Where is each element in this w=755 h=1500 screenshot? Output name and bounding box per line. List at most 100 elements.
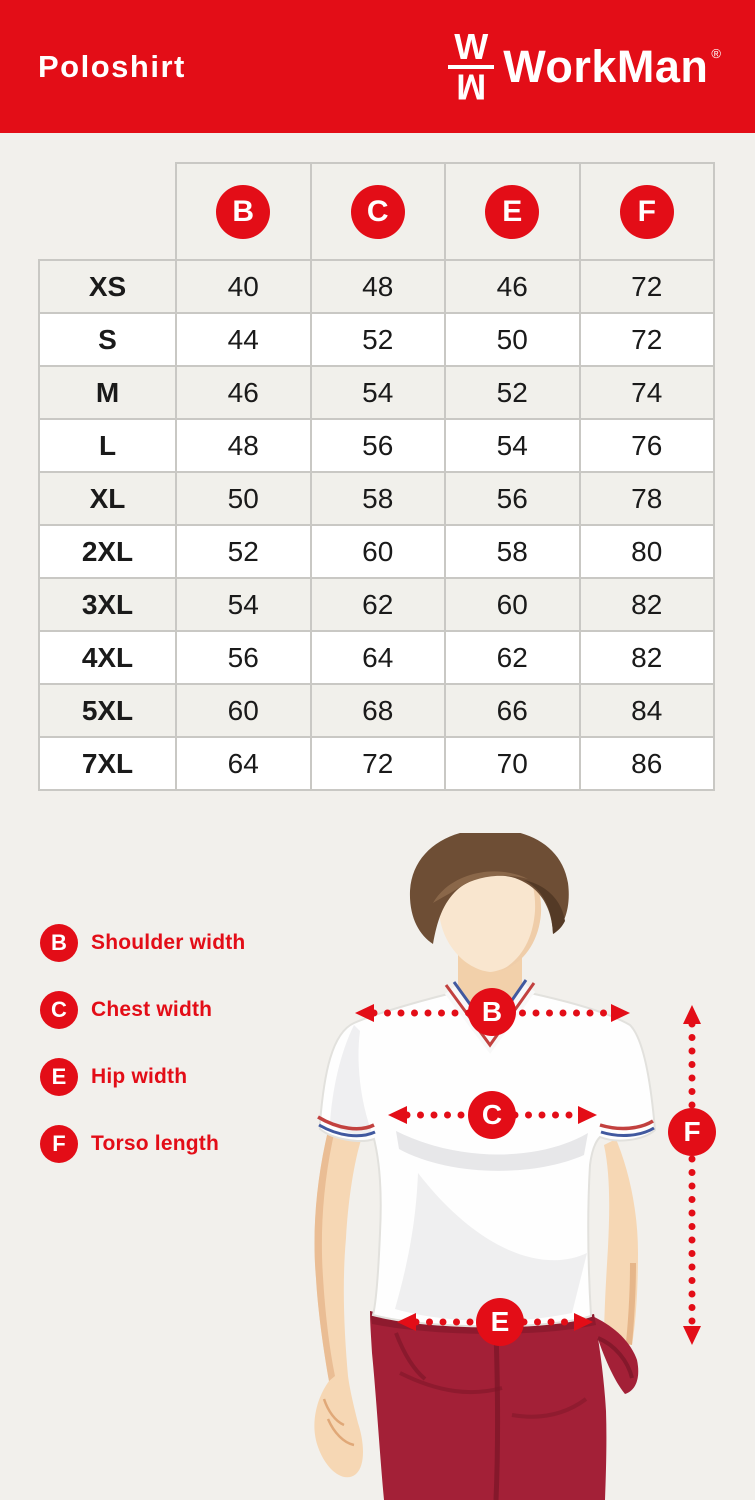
left-arm xyxy=(314,1131,363,1478)
header-spacer-cell xyxy=(39,163,176,260)
size-value: 68 xyxy=(309,683,446,738)
size-label: 5XL xyxy=(38,683,177,738)
table-row: S 44 52 50 72 xyxy=(38,312,715,367)
size-value: 76 xyxy=(578,418,715,473)
size-label: S xyxy=(38,312,177,367)
legend-label: Shoulder width xyxy=(91,931,246,954)
table-row: M 46 54 52 74 xyxy=(38,365,715,420)
figure-marker-f: F xyxy=(668,1108,716,1156)
size-label: XL xyxy=(38,471,177,526)
size-value: 50 xyxy=(175,471,312,526)
size-value: 56 xyxy=(444,471,581,526)
size-value: 80 xyxy=(578,524,715,579)
column-header-b: B xyxy=(175,162,312,261)
workman-mark-icon: W M xyxy=(448,25,495,108)
size-value: 72 xyxy=(309,736,446,791)
size-value: 72 xyxy=(578,312,715,367)
size-value: 64 xyxy=(309,630,446,685)
size-value: 62 xyxy=(309,577,446,632)
mark-divider xyxy=(448,64,495,69)
legend-badge-c: C xyxy=(40,991,78,1029)
size-value: 70 xyxy=(444,736,581,791)
size-value: 72 xyxy=(578,259,715,314)
table-row: L 48 56 54 76 xyxy=(38,418,715,473)
size-value: 52 xyxy=(444,365,581,420)
size-value: 40 xyxy=(175,259,312,314)
legend-badge-b: B xyxy=(40,924,78,962)
legend-badge-f: F xyxy=(40,1125,78,1163)
column-badge-e: E xyxy=(485,184,540,239)
size-value: 54 xyxy=(175,577,312,632)
size-label: XS xyxy=(38,259,177,314)
size-label: M xyxy=(38,365,177,420)
polo-shirt xyxy=(317,979,657,1328)
size-value: 60 xyxy=(309,524,446,579)
size-value: 52 xyxy=(175,524,312,579)
brand-logo: W M WorkMan ® xyxy=(448,25,721,108)
table-row: XS 40 48 46 72 xyxy=(38,259,715,314)
size-value: 44 xyxy=(175,312,312,367)
legend-label: Chest width xyxy=(91,998,213,1021)
size-value: 48 xyxy=(309,259,446,314)
size-value: 82 xyxy=(578,577,715,632)
brand-name: WorkMan xyxy=(503,41,709,92)
size-value: 48 xyxy=(175,418,312,473)
model-illustration-art xyxy=(314,833,701,1500)
table-row: 3XL 54 62 60 82 xyxy=(38,577,715,632)
table-row: 4XL 56 64 62 82 xyxy=(38,630,715,685)
legend-item-shoulder: B Shoulder width xyxy=(40,924,245,962)
size-label: 4XL xyxy=(38,630,177,685)
table-row: 5XL 60 68 66 84 xyxy=(38,683,715,738)
mark-bottom-letter: M xyxy=(456,66,487,108)
size-value: 46 xyxy=(444,259,581,314)
size-value: 62 xyxy=(444,630,581,685)
size-value: 60 xyxy=(175,683,312,738)
size-label: L xyxy=(38,418,177,473)
size-value: 60 xyxy=(444,577,581,632)
pants xyxy=(370,1311,639,1500)
table-header-row: B C E F xyxy=(39,162,715,261)
size-value: 86 xyxy=(578,736,715,791)
size-value: 66 xyxy=(444,683,581,738)
size-label: 3XL xyxy=(38,577,177,632)
size-value: 84 xyxy=(578,683,715,738)
size-value: 78 xyxy=(578,471,715,526)
head xyxy=(409,833,569,972)
figure-marker-b: B xyxy=(468,988,516,1036)
size-value: 74 xyxy=(578,365,715,420)
table-row: 2XL 52 60 58 80 xyxy=(38,524,715,579)
legend-label: Torso length xyxy=(91,1132,220,1155)
size-value: 58 xyxy=(309,471,446,526)
size-value: 56 xyxy=(175,630,312,685)
registered-mark: ® xyxy=(711,45,721,61)
size-value: 82 xyxy=(578,630,715,685)
legend-item-hip: E Hip width xyxy=(40,1058,245,1096)
legend-item-torso: F Torso length xyxy=(40,1125,245,1163)
column-header-e: E xyxy=(444,162,581,261)
size-value: 56 xyxy=(309,418,446,473)
mark-top-letter: W xyxy=(454,25,489,67)
column-header-c: C xyxy=(309,162,446,261)
column-badge-b: B xyxy=(216,184,271,239)
size-table: B C E F XS 40 48 46 72 S 44 52 50 72 xyxy=(38,162,715,791)
table-row: 7XL 64 72 70 86 xyxy=(38,736,715,791)
figure-marker-e: E xyxy=(476,1298,524,1346)
size-value: 64 xyxy=(175,736,312,791)
size-value: 50 xyxy=(444,312,581,367)
size-label: 2XL xyxy=(38,524,177,579)
column-badge-f: F xyxy=(619,184,674,239)
page-title: Poloshirt xyxy=(38,48,186,84)
size-value: 54 xyxy=(444,418,581,473)
header-bar: Poloshirt W M WorkMan ® xyxy=(0,0,755,133)
column-header-f: F xyxy=(578,162,715,261)
column-badge-c: C xyxy=(350,184,405,239)
legend-label: Hip width xyxy=(91,1065,188,1088)
size-value: 52 xyxy=(309,312,446,367)
legend-item-chest: C Chest width xyxy=(40,991,245,1029)
size-value: 58 xyxy=(444,524,581,579)
table-row: XL 50 58 56 78 xyxy=(38,471,715,526)
legend-badge-e: E xyxy=(40,1058,78,1096)
model-illustration: B C E F xyxy=(300,833,755,1500)
right-arm xyxy=(604,1139,638,1345)
